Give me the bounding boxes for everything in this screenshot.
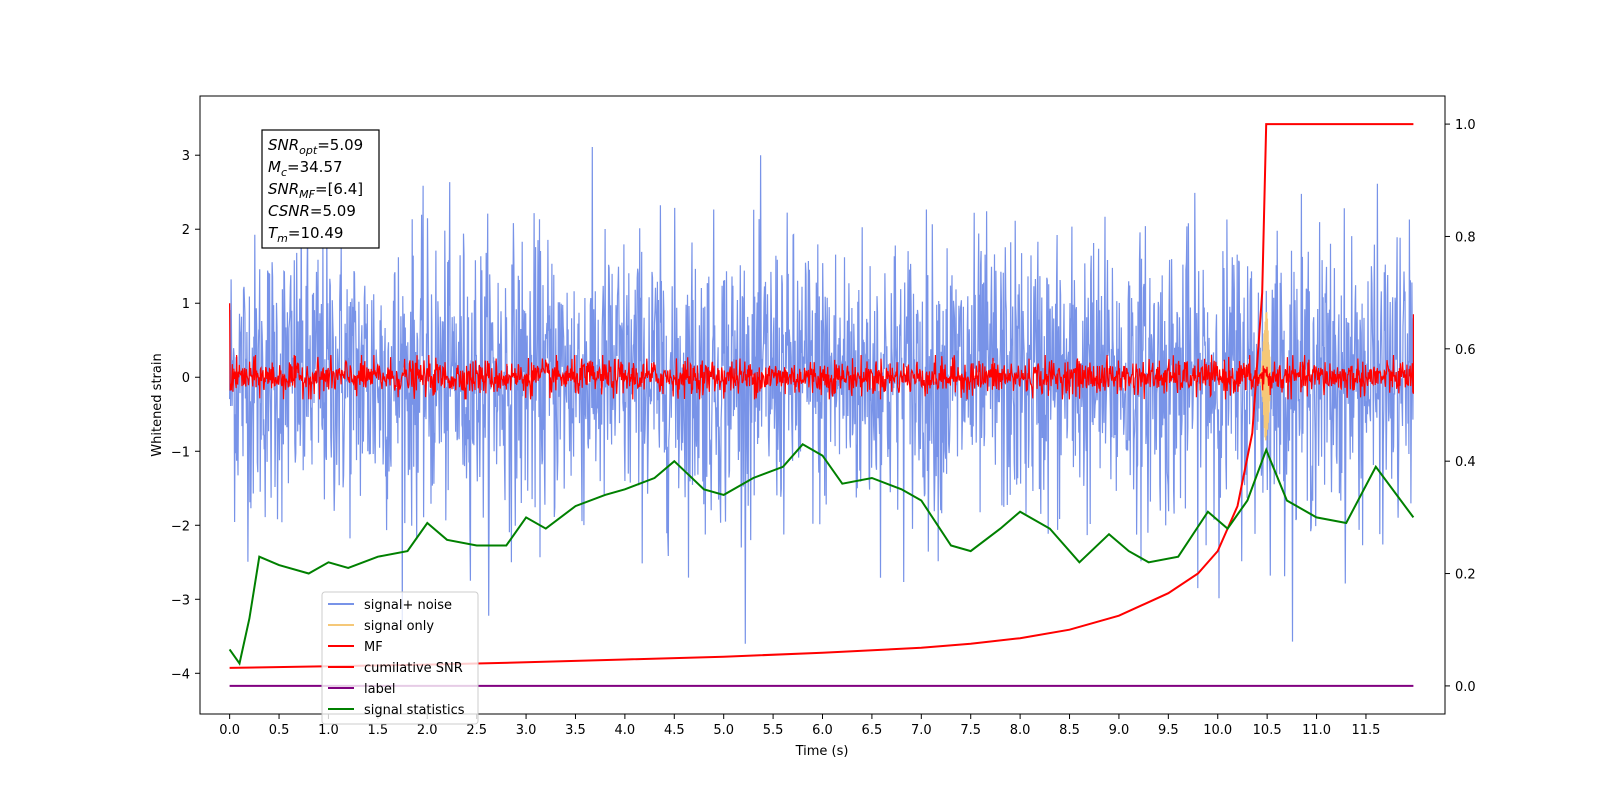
y-axis-label: Whitened strain — [150, 353, 165, 456]
x-tick-label: 6.0 — [812, 723, 833, 738]
x-tick-label: 9.5 — [1158, 723, 1179, 738]
y-axis-right: 1.0 0.8 0.6 0.4 0.2 0.0 — [1445, 118, 1476, 695]
annotation-line: SNRopt=5.09 — [268, 136, 363, 157]
legend-frame — [321, 591, 479, 725]
y-axis-left: 3 2 1 0 −1 −2 −3 −4 — [171, 149, 200, 682]
series-signal-statistics — [228, 443, 1415, 666]
legend-label: signal+ noise — [364, 598, 452, 613]
annotation-line: Tm=10.49 — [268, 224, 343, 245]
x-tick-label: 7.0 — [911, 723, 932, 738]
x-tick-label: 9.0 — [1109, 723, 1130, 738]
legend-label: signal statistics — [364, 703, 465, 718]
x-axis-label: Time (s) — [795, 744, 849, 759]
y2-tick-label: 1.0 — [1455, 118, 1476, 133]
series-cumulative-snr — [229, 123, 1414, 669]
x-tick-label: 2.0 — [417, 723, 438, 738]
x-tick-label: 0.0 — [219, 723, 240, 738]
y-tick-label: −4 — [171, 667, 190, 682]
y-tick-label: 3 — [182, 149, 190, 164]
x-tick-label: 8.5 — [1059, 723, 1080, 738]
x-tick-label: 4.0 — [615, 723, 636, 738]
annotation-line: CSNR=5.09 — [268, 202, 356, 220]
y2-tick-label: 0.8 — [1455, 230, 1476, 245]
x-tick-label: 0.5 — [269, 723, 290, 738]
x-tick-label: 10.0 — [1203, 723, 1232, 738]
x-tick-label: 5.5 — [763, 723, 784, 738]
y-tick-label: −2 — [171, 519, 190, 534]
y2-tick-label: 0.6 — [1455, 343, 1476, 358]
y2-tick-label: 0.4 — [1455, 455, 1476, 470]
legend-label: MF — [364, 640, 383, 655]
y-tick-label: 0 — [182, 371, 190, 386]
x-tick-label: 3.5 — [565, 723, 586, 738]
y-tick-label: 1 — [182, 297, 190, 312]
legend-label: signal only — [364, 619, 434, 634]
x-tick-label: 7.5 — [960, 723, 981, 738]
x-tick-label: 1.0 — [318, 723, 339, 738]
x-axis: 0.0 0.5 1.0 1.5 2.0 2.5 3.0 3.5 4.0 4.5 5.0 5.5 6.0 6… — [219, 714, 1380, 738]
x-tick-label: 1.5 — [368, 723, 389, 738]
y2-tick-label: 0.2 — [1455, 568, 1476, 583]
legend-label: label — [364, 682, 395, 697]
y-tick-label: −3 — [171, 593, 190, 608]
legend: signal+ noise signal only MF cumilative SNR… — [321, 591, 479, 725]
x-tick-label: 11.0 — [1302, 723, 1331, 738]
x-tick-label: 5.0 — [713, 723, 734, 738]
x-tick-label: 6.5 — [862, 723, 883, 738]
series-layer — [228, 123, 1415, 687]
series-mf — [229, 303, 1414, 400]
annotation-frame — [261, 129, 380, 249]
x-tick-label: 3.0 — [516, 723, 537, 738]
y-tick-label: 2 — [182, 223, 190, 238]
x-tick-label: 11.5 — [1351, 723, 1380, 738]
x-tick-label: 8.0 — [1010, 723, 1031, 738]
annotation-line: SNRMF=[6.4] — [268, 180, 363, 201]
x-tick-label: 4.5 — [664, 723, 685, 738]
y-tick-label: −1 — [171, 445, 190, 460]
x-tick-label: 10.5 — [1253, 723, 1282, 738]
legend-label: cumilative SNR — [364, 661, 463, 676]
y2-tick-label: 0.0 — [1455, 680, 1476, 695]
annotation-line: Mc=34.57 — [268, 158, 343, 179]
x-tick-label: 2.5 — [466, 723, 487, 738]
